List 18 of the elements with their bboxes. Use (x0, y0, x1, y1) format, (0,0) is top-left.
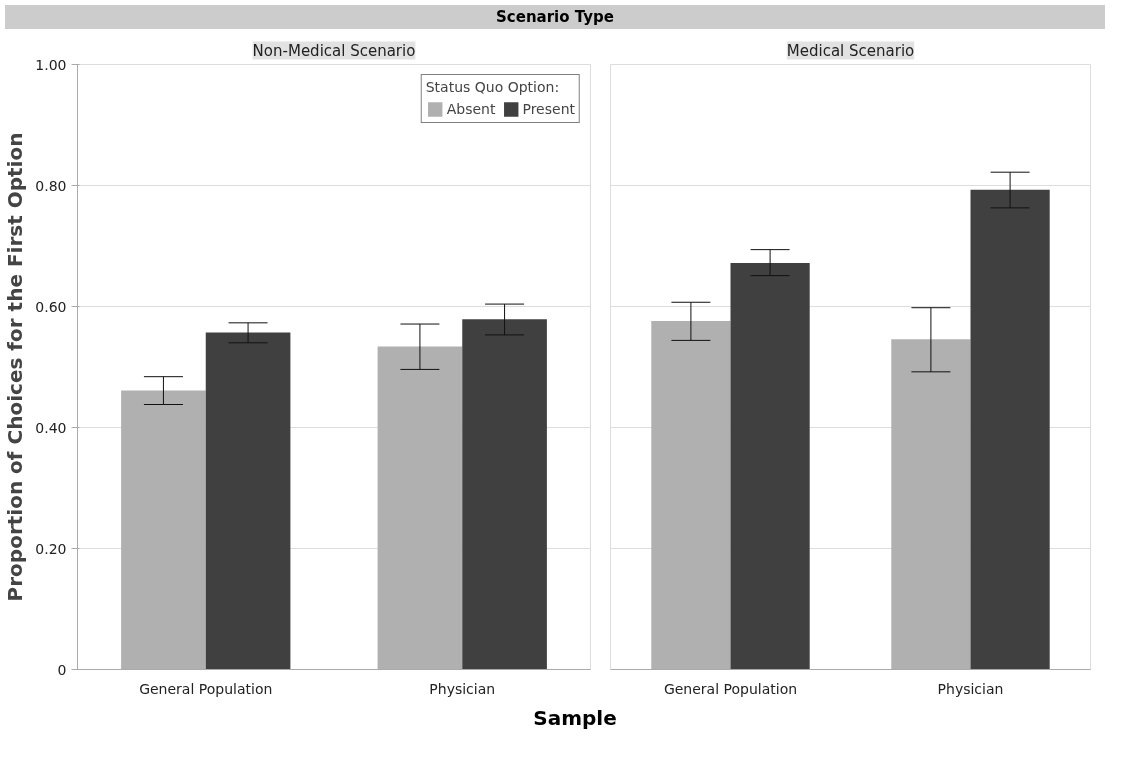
y-tick-label: 0.80 (35, 177, 67, 194)
y-tick-label: 0.20 (35, 540, 67, 557)
x-tick-label: General Population (663, 680, 798, 697)
legend-label: Present (522, 101, 575, 117)
y-tick-label: 0 (57, 661, 67, 678)
y-tick-label: 1.00 (35, 56, 67, 73)
x-tick-label: Physician (429, 680, 496, 697)
chart-title: Non-Medical Scenario (252, 41, 416, 60)
legend-title: Status Quo Option: (425, 79, 561, 95)
chart-title: Medical Scenario (786, 41, 915, 60)
y-tick-label: 0.40 (35, 419, 67, 436)
x-axis-title: Sample (533, 705, 617, 732)
x-tick-label: General Population (139, 680, 273, 697)
y-axis-title: Proportion of Choices for the First Option (3, 132, 28, 602)
text: Scenario Type (496, 7, 614, 28)
y-tick-label: 0.60 (35, 298, 67, 315)
legend-label: Absent (446, 101, 496, 117)
x-tick-label: Physician (937, 680, 1004, 697)
